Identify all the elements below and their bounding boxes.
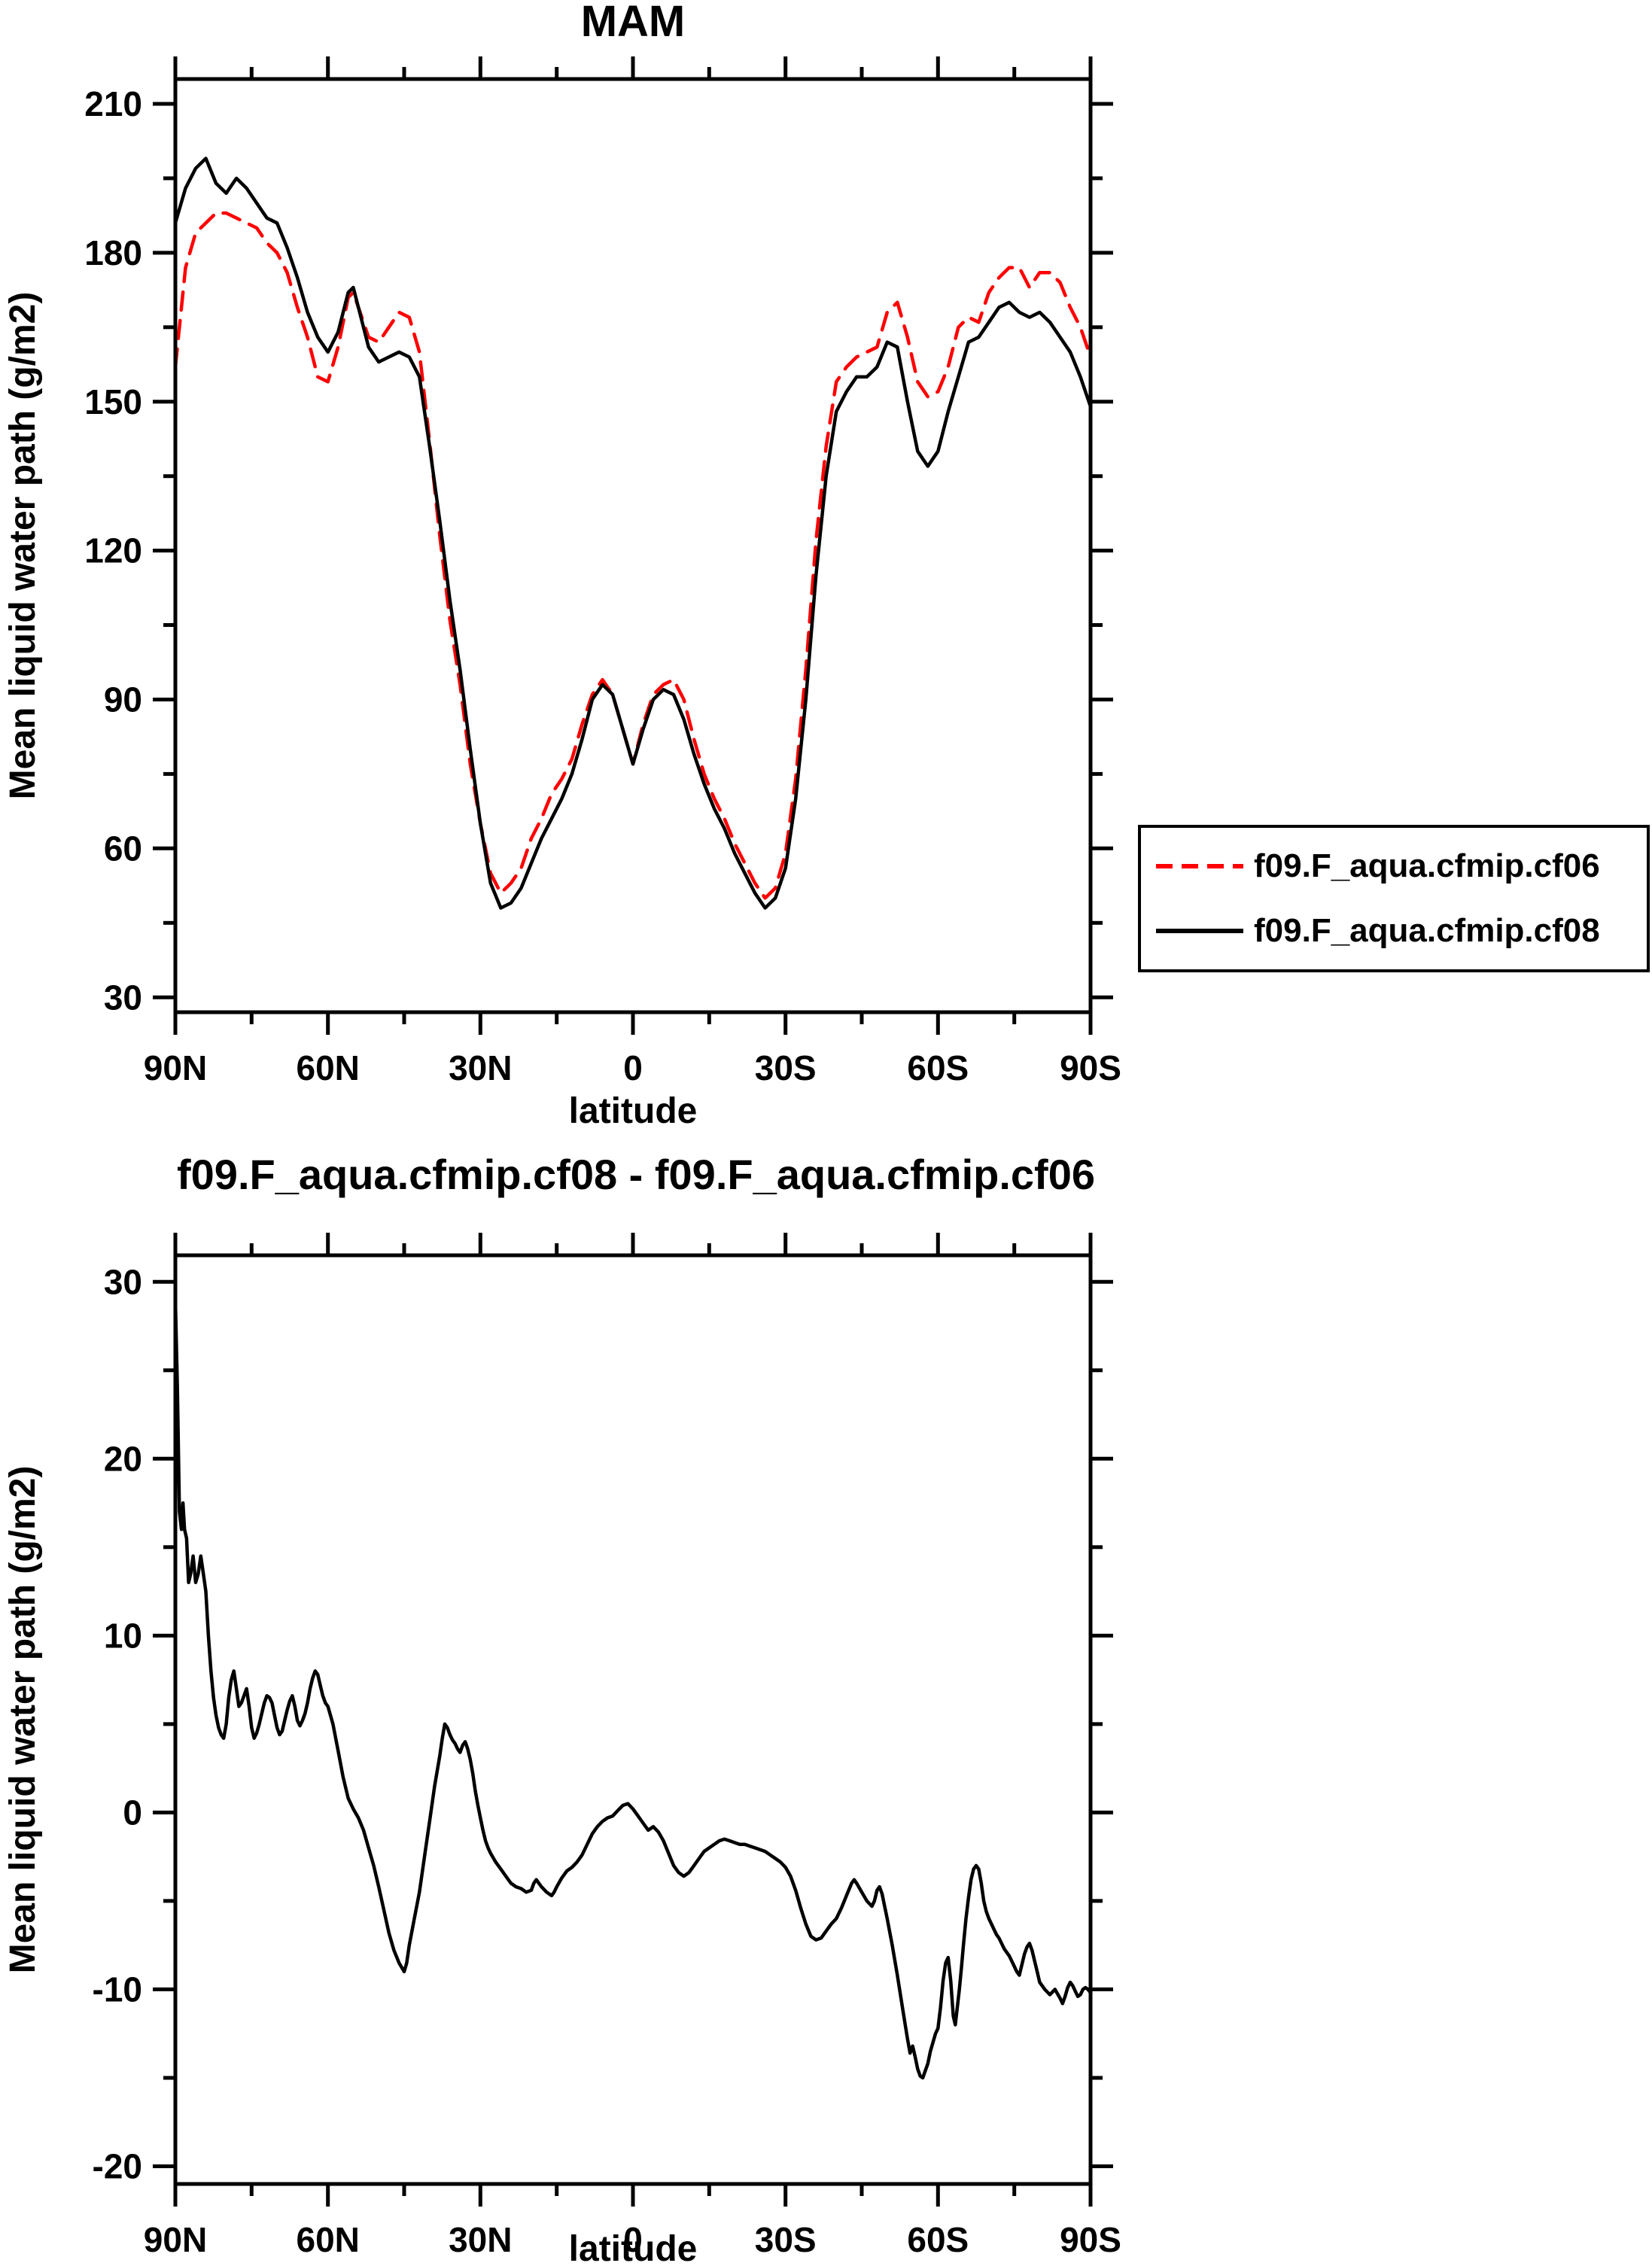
legend-line-sample-icon bbox=[1156, 929, 1243, 933]
chart2-x-axis-title: latitude bbox=[569, 2229, 698, 2266]
y-tick-label: 30 bbox=[104, 978, 142, 1017]
x-tick-label: 60N bbox=[297, 1048, 360, 1087]
chart2-title: f09.F_aqua.cfmip.cf08 - f09.F_aqua.cfmip… bbox=[177, 1151, 1095, 1198]
legend-entry: f09.F_aqua.cfmip.cf08 bbox=[1141, 912, 1647, 950]
x-tick-label: 60N bbox=[297, 2220, 360, 2259]
x-tick-label: 90S bbox=[1060, 2220, 1121, 2259]
x-tick-label: 30S bbox=[755, 2220, 817, 2259]
legend-label: f09.F_aqua.cfmip.cf08 bbox=[1254, 912, 1600, 949]
series-line-difference bbox=[173, 1297, 1093, 2080]
series-line-cf06 bbox=[173, 211, 1093, 900]
chart1-x-axis-title: latitude bbox=[569, 1091, 698, 1131]
y-tick-label: 120 bbox=[84, 531, 142, 570]
y-tick-label: -20 bbox=[93, 2147, 142, 2186]
y-tick-label: 180 bbox=[84, 233, 142, 272]
x-tick-label: 90N bbox=[144, 2220, 207, 2259]
y-tick-label: 210 bbox=[84, 84, 142, 123]
x-tick-label: 90N bbox=[144, 1048, 207, 1087]
legend-line-sample-icon bbox=[1156, 864, 1243, 868]
y-tick-label: -10 bbox=[93, 1970, 142, 2009]
series-line-cf08 bbox=[173, 157, 1093, 910]
chart1-y-axis-title: Mean liquid water path (g/m2) bbox=[3, 292, 43, 800]
y-tick-label: 60 bbox=[104, 829, 142, 868]
x-tick-label: 0 bbox=[623, 1048, 643, 1087]
plot-frame bbox=[173, 1253, 1093, 2186]
y-tick-label: 90 bbox=[104, 680, 142, 719]
x-tick-label: 0 bbox=[623, 2220, 643, 2259]
legend: f09.F_aqua.cfmip.cf06 f09.F_aqua.cfmip.cf… bbox=[1138, 825, 1650, 972]
y-tick-label: 0 bbox=[123, 1793, 142, 1833]
x-tick-label: 30N bbox=[449, 1048, 512, 1087]
x-tick-label: 30N bbox=[449, 2220, 512, 2259]
chart1-title: MAM bbox=[581, 0, 686, 46]
y-tick-label: 30 bbox=[104, 1262, 142, 1301]
chart2-y-axis-title: Mean liquid water path (g/m2) bbox=[3, 1466, 43, 1974]
y-tick-label: 150 bbox=[84, 382, 142, 421]
plot-frame bbox=[173, 77, 1093, 1014]
y-tick-label: 20 bbox=[104, 1439, 142, 1478]
x-tick-label: 30S bbox=[755, 1048, 817, 1087]
y-tick-label: 10 bbox=[104, 1617, 142, 1656]
x-tick-label: 60S bbox=[907, 2220, 969, 2259]
legend-entry: f09.F_aqua.cfmip.cf06 bbox=[1141, 847, 1647, 885]
x-tick-label: 60S bbox=[907, 1048, 969, 1087]
generated-chart-layer: 30 60 90 120 150 180 210 90N 60N 30N 0 30S 60S 90S 30 2… bbox=[84, 56, 1121, 2259]
legend-label: f09.F_aqua.cfmip.cf06 bbox=[1254, 847, 1600, 884]
x-tick-label: 90S bbox=[1060, 1048, 1121, 1087]
